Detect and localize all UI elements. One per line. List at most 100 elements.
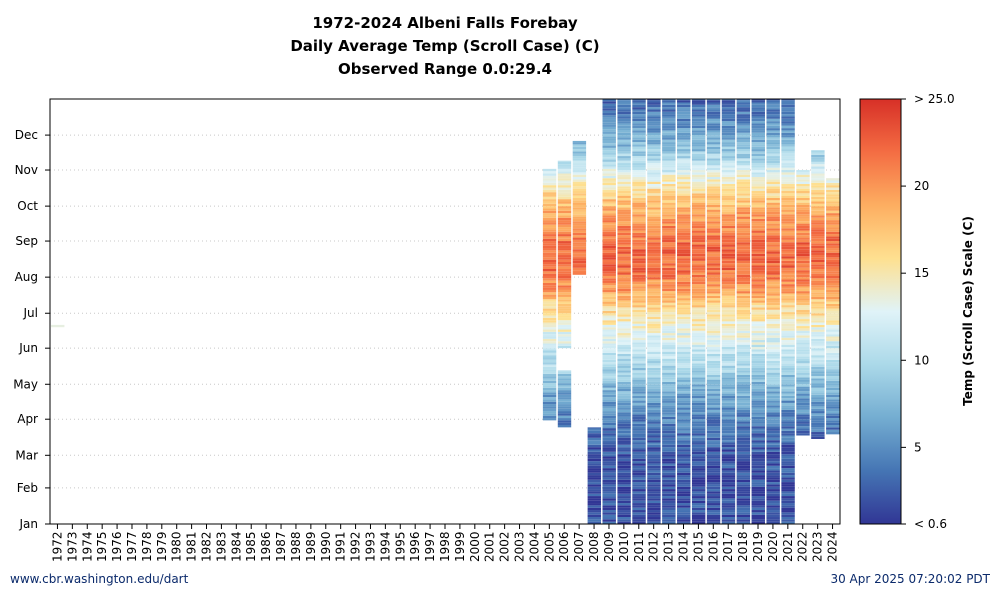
heat-cell xyxy=(662,111,676,115)
heat-cell xyxy=(662,507,676,511)
x-tick-label: 2024 xyxy=(826,531,840,562)
heat-cell xyxy=(662,281,676,285)
heat-cell xyxy=(766,184,780,187)
heat-cell xyxy=(706,326,721,329)
heat-cell xyxy=(632,221,646,224)
heat-cell xyxy=(647,496,661,499)
heat-cell xyxy=(647,505,661,508)
heat-cell xyxy=(602,486,616,490)
x-tick-label: 2022 xyxy=(796,531,810,562)
heat-cell xyxy=(602,510,616,513)
heat-cell xyxy=(602,208,616,211)
heat-cell xyxy=(602,324,616,328)
heat-cell xyxy=(781,326,795,329)
heat-cell xyxy=(662,449,676,452)
heat-cell xyxy=(736,188,751,191)
heat-cell xyxy=(721,167,736,171)
heat-cell xyxy=(617,330,631,334)
heat-cell xyxy=(647,165,661,168)
heat-cell xyxy=(632,496,646,499)
heat-cell xyxy=(662,177,676,180)
heat-cell xyxy=(542,366,557,370)
heat-cell xyxy=(811,248,825,251)
heat-cell xyxy=(826,273,840,276)
heat-cell xyxy=(706,195,721,198)
heat-cell xyxy=(781,125,795,129)
heat-cell xyxy=(647,242,661,245)
heat-cell xyxy=(736,319,751,322)
heat-cell xyxy=(602,371,616,374)
heat-cell xyxy=(691,321,706,324)
heat-cell xyxy=(572,207,587,210)
heat-cell xyxy=(677,235,691,238)
heat-cell xyxy=(796,423,810,427)
heat-cell xyxy=(721,444,736,448)
heat-cell xyxy=(781,428,795,431)
heat-cell xyxy=(721,135,736,138)
heat-cell xyxy=(691,354,706,357)
heat-cell xyxy=(826,315,840,318)
heat-cell xyxy=(647,454,661,457)
heat-cell xyxy=(766,463,780,466)
heat-cell xyxy=(677,426,691,429)
heat-cell xyxy=(557,282,572,286)
heat-cell xyxy=(557,327,572,330)
heat-cell xyxy=(662,393,676,396)
heat-cell xyxy=(647,423,661,427)
heat-cell xyxy=(632,104,646,108)
heat-cell xyxy=(811,229,825,232)
heat-cell xyxy=(647,181,661,184)
heat-cell xyxy=(721,426,736,429)
heat-cell xyxy=(766,426,780,429)
heat-cell xyxy=(647,221,661,224)
heat-cell xyxy=(811,294,825,297)
heat-cell xyxy=(691,521,706,524)
heat-cell xyxy=(691,109,706,112)
heat-cell xyxy=(721,100,736,103)
heat-cell xyxy=(721,109,736,112)
heat-cell xyxy=(766,104,780,108)
heat-cell xyxy=(542,350,557,353)
heat-cell xyxy=(647,372,661,375)
heat-cell xyxy=(602,514,616,518)
heat-cell xyxy=(602,440,616,443)
heat-cell xyxy=(691,412,706,415)
heat-cell xyxy=(751,153,765,157)
heat-cell xyxy=(826,362,840,365)
heat-cell xyxy=(647,507,661,511)
heat-cell xyxy=(781,251,795,254)
heat-cell xyxy=(677,358,691,361)
heat-cell xyxy=(736,482,751,485)
heat-cell xyxy=(706,444,721,448)
heat-cell xyxy=(721,128,736,131)
heat-cell xyxy=(677,323,691,327)
heat-cell xyxy=(736,237,751,240)
heat-cell xyxy=(572,214,587,217)
heat-cell xyxy=(781,370,795,373)
heat-cell xyxy=(811,152,825,155)
heat-cell xyxy=(751,377,765,380)
heat-cell xyxy=(602,447,616,450)
heat-cell xyxy=(617,367,631,371)
heat-cell xyxy=(587,514,602,518)
heat-cell xyxy=(617,458,631,462)
heat-cell xyxy=(721,209,736,212)
heat-cell xyxy=(766,235,780,238)
heat-cell xyxy=(736,279,751,282)
footer-source-url[interactable]: www.cbr.washington.edu/dart xyxy=(10,572,189,586)
heat-cell xyxy=(662,416,676,420)
heat-cell xyxy=(602,383,616,386)
heat-cell xyxy=(736,514,751,518)
heat-cell xyxy=(751,323,765,327)
heat-cell xyxy=(736,398,751,401)
heat-cell xyxy=(781,491,795,494)
heat-cell xyxy=(677,230,691,233)
heat-cell xyxy=(677,253,691,257)
heat-cell xyxy=(736,123,751,126)
heat-cell xyxy=(751,360,765,364)
heat-cell xyxy=(647,228,661,231)
heat-cell xyxy=(632,430,646,434)
heat-cell xyxy=(766,225,780,229)
heat-cell xyxy=(602,164,616,167)
heat-cell xyxy=(677,330,691,334)
